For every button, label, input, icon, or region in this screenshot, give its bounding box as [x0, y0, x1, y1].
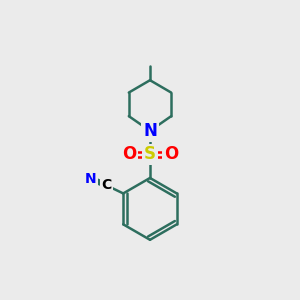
Text: N: N	[143, 122, 157, 140]
Text: O: O	[164, 146, 178, 164]
Text: N: N	[85, 172, 97, 186]
Text: S: S	[144, 146, 156, 164]
Text: O: O	[122, 146, 136, 164]
Text: N: N	[143, 122, 157, 140]
Text: C: C	[101, 178, 111, 192]
